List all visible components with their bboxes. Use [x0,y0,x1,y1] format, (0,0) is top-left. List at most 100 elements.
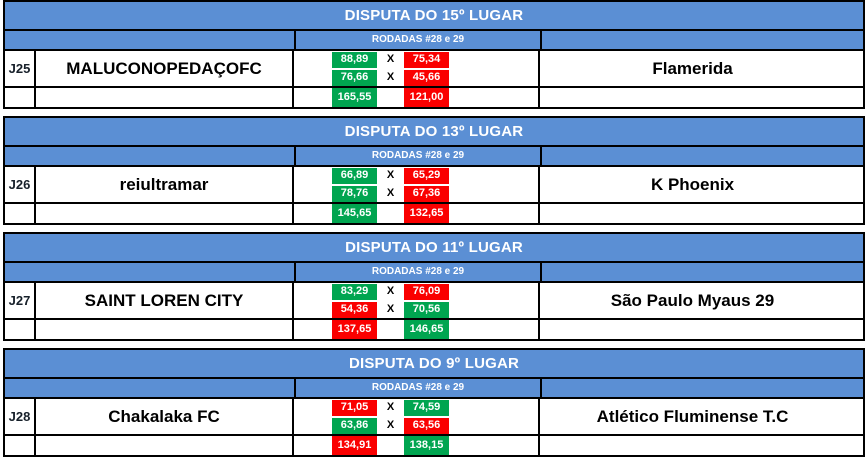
total-home-score: 137,65 [332,320,377,339]
versus-separator: X [377,301,404,318]
totals-row: 165,55 121,00 [294,88,538,107]
leg-away-score: 65,29 [404,167,449,184]
rounds-label-cell: RODADAS #28 e 29 [296,263,542,281]
versus-separator: X [377,283,404,300]
leg-row: 83,29 X 76,09 [294,283,538,300]
match-code-cell: J28 [5,399,34,436]
block-title: DISPUTA DO 11º LUGAR [345,239,523,256]
leg-row: 88,89 X 75,34 [294,51,538,68]
rounds-left-spacer [5,379,296,397]
rounds-label: RODADAS #28 e 29 [371,150,465,161]
match-block: DISPUTA DO 11º LUGAR RODADAS #28 e 29 J2… [3,232,865,341]
legs-wrapper: 88,89 X 75,34 76,66 X 45,66 [294,51,538,88]
home-team-cell: Chakalaka FC [36,399,292,436]
rounds-left-spacer [5,147,296,165]
scores-column: 66,89 X 65,29 78,76 X 67,36 145,65 [294,167,540,223]
rounds-left-spacer [5,263,296,281]
away-team-cell: Flamerida [540,51,863,88]
scores-column: 83,29 X 76,09 54,36 X 70,56 137,65 [294,283,540,339]
block-title: DISPUTA DO 9º LUGAR [348,355,520,372]
versus-separator: X [377,51,404,68]
away-team-total-cell [540,88,863,107]
leg-left-spacer [294,186,332,202]
block-title-row: DISPUTA DO 9º LUGAR [5,350,863,379]
versus-separator: X [377,69,404,86]
leg-row: 54,36 X 70,56 [294,301,538,318]
home-team-column: SAINT LOREN CITY [36,283,294,339]
match-code-total-cell [5,88,34,107]
total-home-score: 165,55 [332,88,377,107]
leg-row: 76,66 X 45,66 [294,69,538,86]
match-code-total-cell [5,320,34,339]
leg-row: 66,89 X 65,29 [294,167,538,184]
block-title-row: DISPUTA DO 15º LUGAR [5,2,863,31]
home-team-name: Chakalaka FC [108,406,220,426]
rounds-label: RODADAS #28 e 29 [371,266,465,277]
leg-left-spacer [294,284,332,300]
match-code-total-cell [5,436,34,455]
away-team-name: K Phoenix [650,174,735,194]
away-team-name: São Paulo Myaus 29 [610,290,775,310]
home-team-total-cell [36,204,292,223]
match-code-column: J25 [5,51,36,107]
home-team-cell: MALUCONOPEDAÇOFC [36,51,292,88]
totals-left-spacer [294,320,332,339]
home-team-cell: SAINT LOREN CITY [36,283,292,320]
totals-gap [377,204,404,223]
scores-column: 88,89 X 75,34 76,66 X 45,66 165,55 [294,51,540,107]
match-code: J25 [8,61,31,76]
leg-away-score: 74,59 [404,399,449,416]
leg-left-spacer [294,168,332,184]
leg-home-score: 54,36 [332,301,377,318]
away-team-name: Atlético Fluminense T.C [596,406,789,426]
totals-row: 137,65 146,65 [294,320,538,339]
scores-column: 71,05 X 74,59 63,86 X 63,56 134,91 [294,399,540,455]
leg-left-spacer [294,52,332,68]
versus-separator: X [377,185,404,202]
versus-separator: X [377,417,404,434]
block-title-row: DISPUTA DO 11º LUGAR [5,234,863,263]
leg-home-score: 66,89 [332,167,377,184]
leg-left-spacer [294,70,332,86]
leg-away-score: 63,56 [404,417,449,434]
block-title-row: DISPUTA DO 13º LUGAR [5,118,863,147]
leg-home-score: 78,76 [332,185,377,202]
total-away-score: 121,00 [404,88,449,107]
leg-home-score: 71,05 [332,399,377,416]
leg-row: 78,76 X 67,36 [294,185,538,202]
rounds-right-spacer [542,31,863,49]
match-body: J25 MALUCONOPEDAÇOFC 88,89 X 75,34 [5,51,863,107]
leg-home-score: 88,89 [332,51,377,68]
home-team-total-cell [36,436,292,455]
away-team-total-cell [540,204,863,223]
home-team-name: SAINT LOREN CITY [84,290,244,310]
match-body: J28 Chakalaka FC 71,05 X 74,59 [5,399,863,455]
total-home-score: 134,91 [332,436,377,455]
legs-wrapper: 66,89 X 65,29 78,76 X 67,36 [294,167,538,204]
versus-separator: X [377,167,404,184]
total-away-score: 146,65 [404,320,449,339]
totals-left-spacer [294,204,332,223]
totals-gap [377,88,404,107]
rounds-label-cell: RODADAS #28 e 29 [296,147,542,165]
rounds-right-spacer [542,263,863,281]
leg-home-score: 83,29 [332,283,377,300]
away-team-cell: São Paulo Myaus 29 [540,283,863,320]
rounds-row: RODADAS #28 e 29 [5,31,863,51]
match-code: J28 [8,409,31,424]
versus-separator: X [377,399,404,416]
totals-row: 134,91 138,15 [294,436,538,455]
away-team-name: Flamerida [652,58,733,78]
rounds-left-spacer [5,31,296,49]
totals-gap [377,436,404,455]
leg-away-score: 67,36 [404,185,449,202]
match-code-cell: J25 [5,51,34,88]
match-code-cell: J27 [5,283,34,320]
rounds-label-cell: RODADAS #28 e 29 [296,379,542,397]
match-block: DISPUTA DO 9º LUGAR RODADAS #28 e 29 J28… [3,348,865,457]
rounds-label-cell: RODADAS #28 e 29 [296,31,542,49]
rounds-label: RODADAS #28 e 29 [371,382,465,393]
match-block: DISPUTA DO 15º LUGAR RODADAS #28 e 29 J2… [3,0,865,109]
leg-row: 63,86 X 63,56 [294,417,538,434]
home-team-total-cell [36,88,292,107]
